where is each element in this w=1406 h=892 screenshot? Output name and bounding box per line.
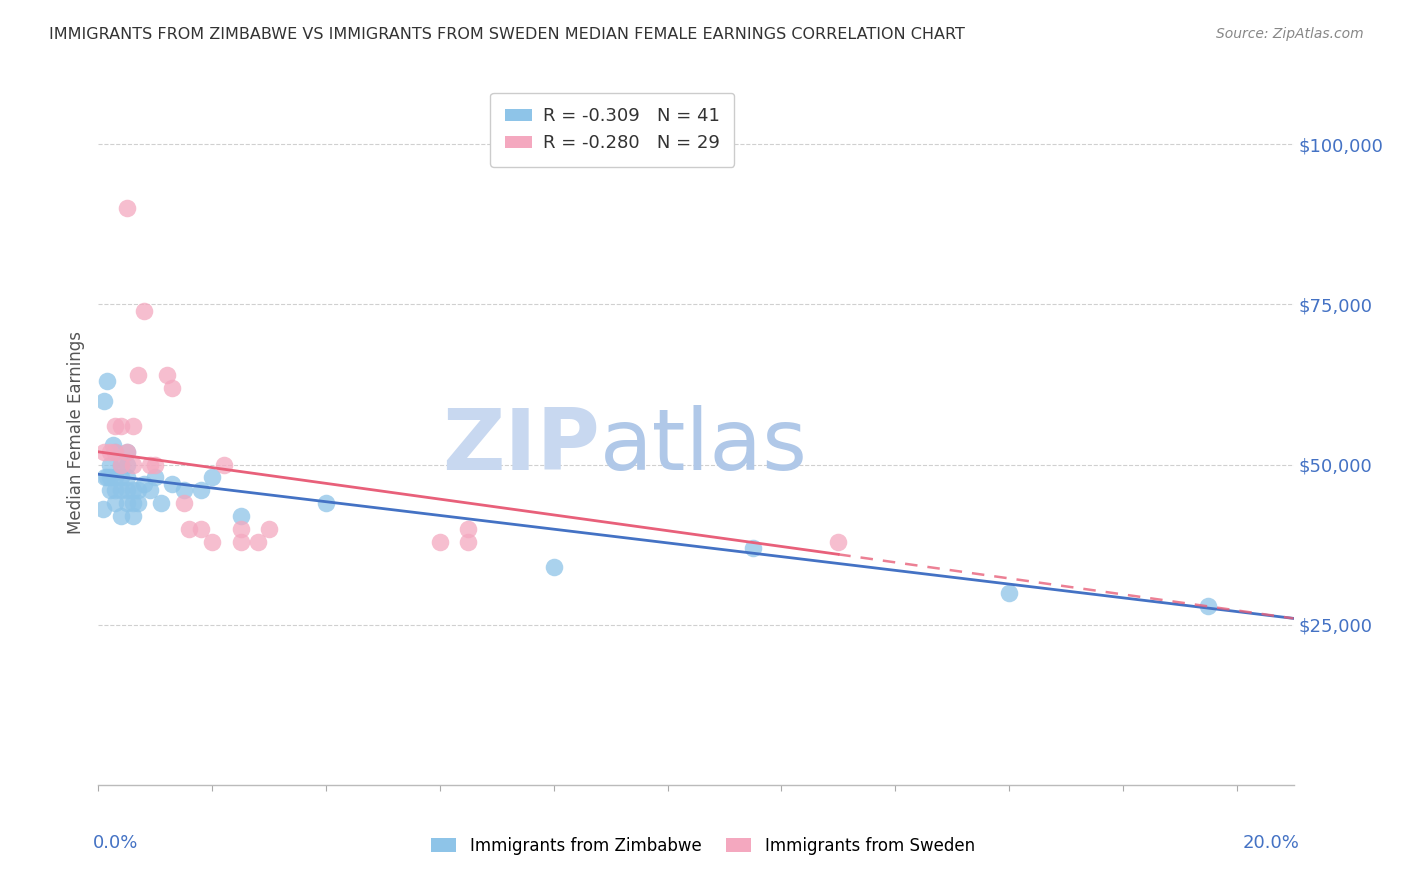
Point <box>201 534 224 549</box>
Text: ZIP: ZIP <box>443 405 600 488</box>
Point <box>104 483 127 498</box>
Point <box>741 541 763 555</box>
Legend: Immigrants from Zimbabwe, Immigrants from Sweden: Immigrants from Zimbabwe, Immigrants fro… <box>425 830 981 862</box>
Point <box>1197 599 1219 613</box>
Point <box>827 534 849 549</box>
Point <box>115 483 138 498</box>
Point <box>457 534 479 549</box>
Point <box>104 470 127 484</box>
Point <box>110 508 132 523</box>
Point <box>138 483 160 498</box>
Point <box>110 458 132 472</box>
Point <box>110 470 132 484</box>
Legend: R = -0.309   N = 41, R = -0.280   N = 29: R = -0.309 N = 41, R = -0.280 N = 29 <box>491 93 734 167</box>
Text: Source: ZipAtlas.com: Source: ZipAtlas.com <box>1216 27 1364 41</box>
Point <box>121 458 143 472</box>
Point <box>115 202 138 216</box>
Point <box>143 458 166 472</box>
Point <box>96 470 118 484</box>
Point <box>98 483 121 498</box>
Point <box>143 470 166 484</box>
Point <box>104 445 127 459</box>
Point <box>101 438 124 452</box>
Point <box>115 470 138 484</box>
Point <box>110 419 132 434</box>
Point <box>457 522 479 536</box>
Point <box>150 496 173 510</box>
Point <box>115 458 138 472</box>
Point <box>115 445 138 459</box>
Text: IMMIGRANTS FROM ZIMBABWE VS IMMIGRANTS FROM SWEDEN MEDIAN FEMALE EARNINGS CORREL: IMMIGRANTS FROM ZIMBABWE VS IMMIGRANTS F… <box>49 27 965 42</box>
Point <box>98 445 121 459</box>
Point <box>104 496 127 510</box>
Point <box>190 522 212 536</box>
Point <box>132 304 155 318</box>
Point <box>229 508 252 523</box>
Point <box>104 419 127 434</box>
Point <box>212 458 235 472</box>
Point <box>173 483 195 498</box>
Point <box>121 419 143 434</box>
Point <box>110 458 132 472</box>
Point <box>132 476 155 491</box>
Point <box>98 458 121 472</box>
Point <box>127 368 149 382</box>
Point <box>201 470 224 484</box>
Point <box>115 496 138 510</box>
Point <box>429 534 451 549</box>
Text: 20.0%: 20.0% <box>1243 834 1299 852</box>
Point <box>162 476 184 491</box>
Point <box>138 458 160 472</box>
Point <box>94 470 117 484</box>
Point <box>190 483 212 498</box>
Text: 0.0%: 0.0% <box>93 834 138 852</box>
Point <box>121 483 143 498</box>
Point <box>93 445 115 459</box>
Point <box>127 483 149 498</box>
Point <box>96 375 118 389</box>
Point <box>257 522 280 536</box>
Point <box>543 560 565 574</box>
Point <box>91 502 114 516</box>
Point <box>104 445 127 459</box>
Point <box>162 381 184 395</box>
Y-axis label: Median Female Earnings: Median Female Earnings <box>66 331 84 534</box>
Point <box>115 445 138 459</box>
Point <box>229 534 252 549</box>
Point <box>229 522 252 536</box>
Point <box>156 368 179 382</box>
Point <box>127 496 149 510</box>
Point <box>98 470 121 484</box>
Point <box>173 496 195 510</box>
Point <box>121 496 143 510</box>
Point <box>179 522 201 536</box>
Point <box>998 586 1021 600</box>
Point <box>246 534 269 549</box>
Point <box>121 508 143 523</box>
Point <box>315 496 337 510</box>
Point <box>93 393 115 408</box>
Text: atlas: atlas <box>600 405 808 488</box>
Point <box>110 483 132 498</box>
